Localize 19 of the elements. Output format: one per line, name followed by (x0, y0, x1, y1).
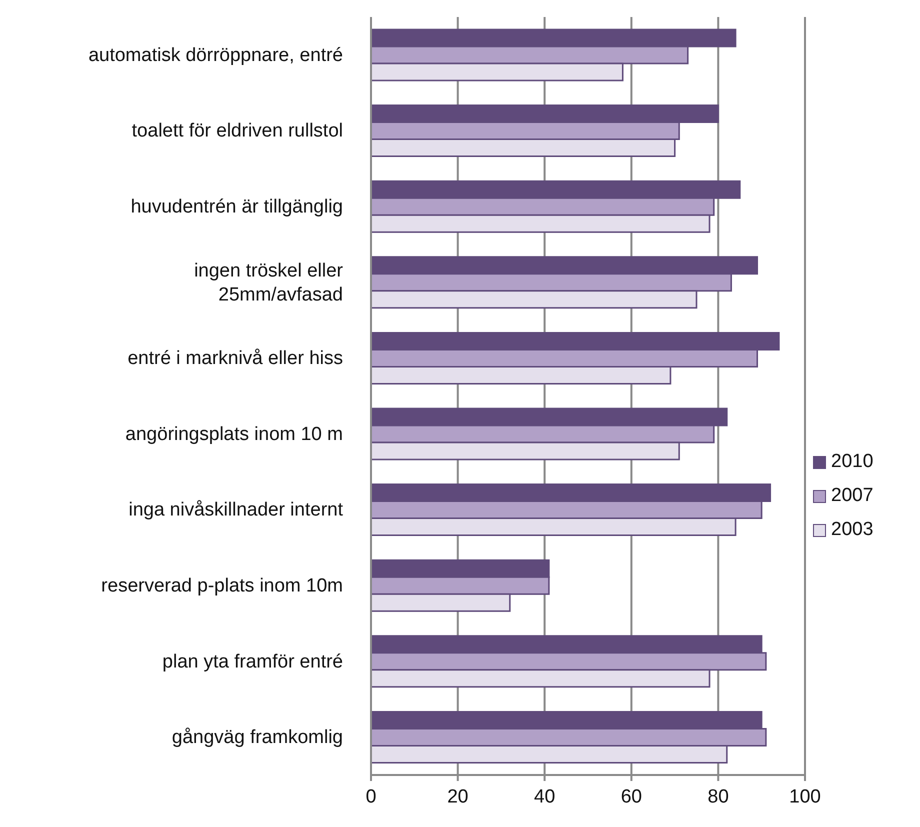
y-tick-label: automatisk dörröppnare, entré (88, 44, 343, 66)
legend-label: 2010 (831, 451, 874, 473)
x-tick-label: 60 (620, 786, 642, 808)
x-tick-label: 0 (366, 786, 376, 808)
y-tick-label: angöringsplats inom 10 m (125, 423, 343, 444)
legend-label: 2007 (831, 485, 874, 507)
y-tick-label: ingen tröskel eller 25mm/avfasad (194, 260, 344, 305)
x-tick-label: 100 (789, 786, 821, 808)
legend-label: 2003 (831, 519, 874, 541)
x-tick-label: 40 (534, 786, 556, 808)
y-tick-label: huvudentrén är tillgänglig (130, 196, 343, 217)
x-tick-label: 80 (708, 786, 729, 808)
y-tick-label: toalett för eldriven rullstol (132, 120, 343, 142)
y-tick-label: reserverad p-plats inom 10m (101, 575, 343, 596)
y-tick-label: plan yta framför entré (162, 650, 343, 672)
y-tick-label: gångväg framkomlig (172, 726, 343, 748)
y-tick-label: inga nivåskillnader internt (128, 499, 344, 520)
y-tick-label: entré i marknivå eller hiss (128, 348, 343, 369)
x-tick-label: 20 (447, 786, 468, 808)
